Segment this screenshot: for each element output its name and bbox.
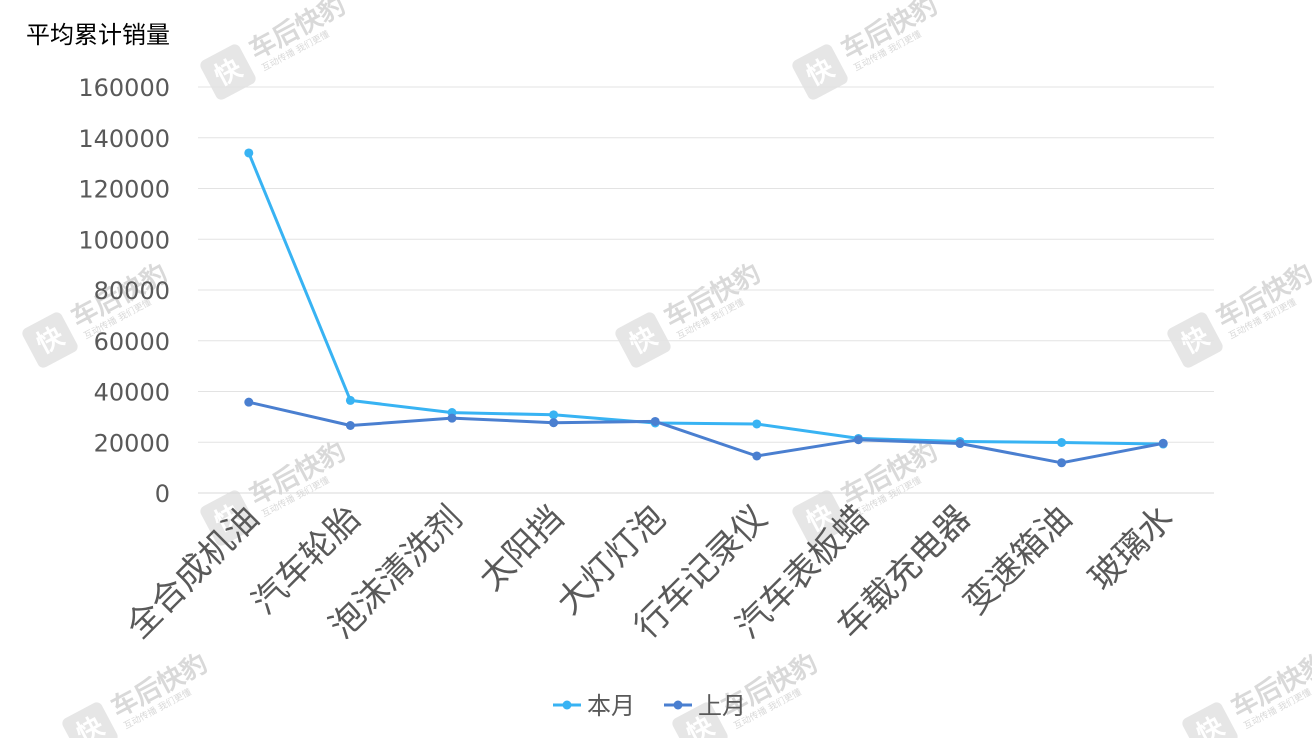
gridlines (198, 86, 1214, 494)
legend: 本月 上月 (553, 692, 746, 720)
watermark-logo-icon (62, 702, 118, 738)
x-tick-label: 变速箱油 (956, 498, 1080, 622)
legend-item: 上月 (664, 692, 746, 720)
watermark-logo-icon (615, 312, 671, 368)
data-point (244, 397, 254, 407)
watermark-logo-icon (22, 312, 78, 368)
watermark-logo-icon (200, 44, 256, 100)
data-point (549, 418, 559, 428)
series-last-month (244, 397, 1168, 468)
x-tick-label: 太阳挡 (472, 498, 572, 598)
y-tick-label: 80000 (94, 277, 170, 305)
y-tick-labels: 0 20000 40000 60000 80000 100000 120000 140000 1… (78, 74, 170, 508)
data-point (244, 148, 254, 158)
y-tick-label: 60000 (94, 328, 170, 356)
series-layer (244, 148, 1168, 468)
watermark-logo-icon (200, 490, 256, 546)
watermark-logo-icon (792, 490, 848, 546)
data-point (345, 421, 355, 431)
watermark-logo-icon (1167, 312, 1223, 368)
legend-swatch-marker (562, 700, 572, 710)
series-line (248, 400, 1164, 465)
legend-label: 上月 (698, 692, 746, 720)
data-point (752, 451, 762, 461)
x-tick-label: 全合成机油 (119, 498, 267, 646)
y-tick-label: 100000 (78, 226, 170, 254)
data-point (1158, 438, 1168, 448)
x-tick-label: 玻璃水 (1081, 498, 1181, 598)
watermark-logo-icon (1182, 702, 1238, 738)
y-tick-label: 120000 (78, 176, 170, 204)
y-axis-label: 平均累计销量 (26, 21, 170, 49)
watermark-logo-icon (792, 44, 848, 100)
data-point (853, 435, 863, 445)
data-point (447, 413, 457, 423)
y-tick-label: 160000 (78, 74, 170, 102)
data-point (549, 410, 559, 420)
y-tick-label: 40000 (94, 379, 170, 407)
data-point (955, 439, 965, 449)
data-point (752, 419, 762, 429)
y-tick-label: 20000 (94, 429, 170, 457)
y-tick-label: 140000 (78, 125, 170, 153)
data-point (345, 395, 355, 405)
series-line (247, 152, 1164, 446)
data-point (1057, 458, 1067, 468)
data-point (650, 416, 660, 426)
y-tick-label: 0 (155, 480, 170, 508)
legend-item: 本月 (553, 692, 635, 720)
watermark-logo-icon (672, 702, 728, 738)
legend-swatch-marker (673, 700, 683, 710)
legend-label: 本月 (587, 692, 635, 720)
data-point (1057, 438, 1067, 448)
